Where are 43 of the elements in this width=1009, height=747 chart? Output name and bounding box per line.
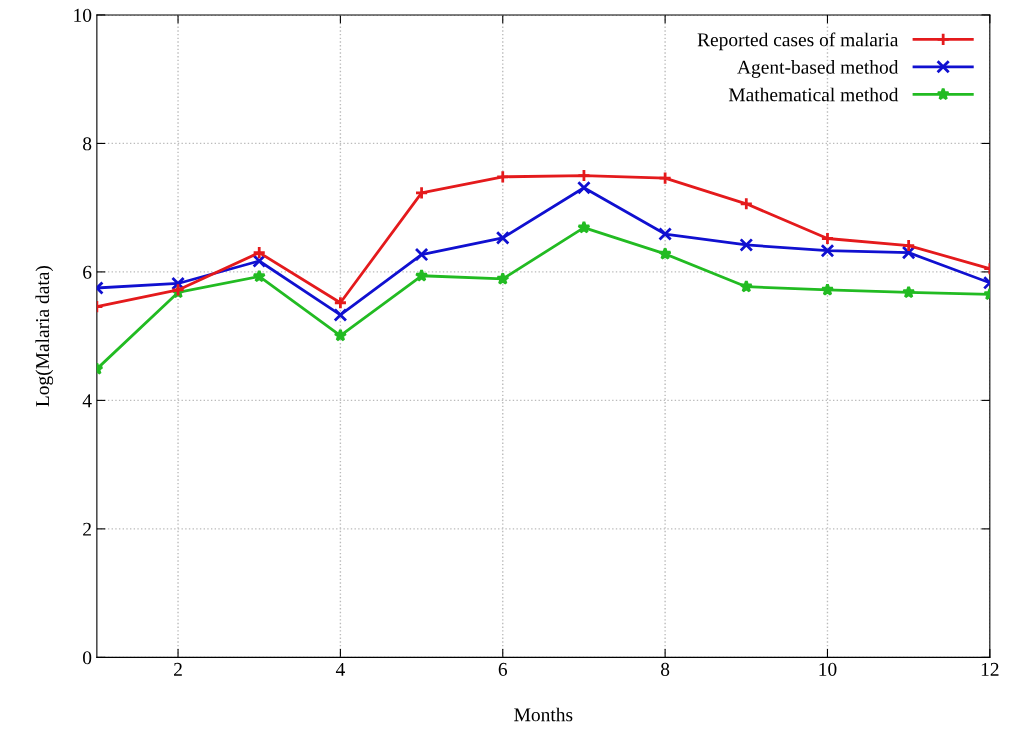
point [658,246,672,260]
y-tick-label: 4 [82,394,92,408]
point [576,168,591,183]
y-tick-label: 8 [83,137,92,151]
point [414,185,429,200]
x-tick-label: 8 [660,662,670,676]
point [171,276,185,291]
point [658,227,673,241]
point [739,279,753,293]
x-tick-label: 10 [819,662,837,676]
legend-label: Agent-based method [737,60,899,78]
point [495,230,510,245]
y-tick-label: 6 [83,265,92,279]
y-axis-title: Log(Malaria data) [35,266,54,407]
point [333,328,348,342]
point [820,243,835,258]
point [820,231,835,246]
point [414,268,429,282]
x-tick-label: 12 [981,662,999,676]
point [739,237,754,252]
point [577,220,591,234]
x-tick-label: 4 [335,662,345,676]
point [658,171,673,186]
point [901,238,916,253]
y-tick-label: 0 [83,651,92,665]
y-tick-label: 2 [83,522,91,536]
x-axis-title: Months [514,707,573,722]
point [333,308,348,322]
point [414,247,429,262]
legend-label: Reported cases of malaria [697,32,899,51]
y-tick-label: 10 [74,8,92,22]
x-tick-label: 6 [498,662,508,676]
x-tick-label: 2 [174,662,182,676]
point [252,245,267,260]
point [739,196,754,211]
point [576,180,591,195]
legend-label: Mathematical method [728,87,899,102]
point [901,285,916,299]
point [820,282,835,296]
point [252,269,266,283]
point [495,169,510,184]
point [333,295,348,310]
point [496,272,510,285]
